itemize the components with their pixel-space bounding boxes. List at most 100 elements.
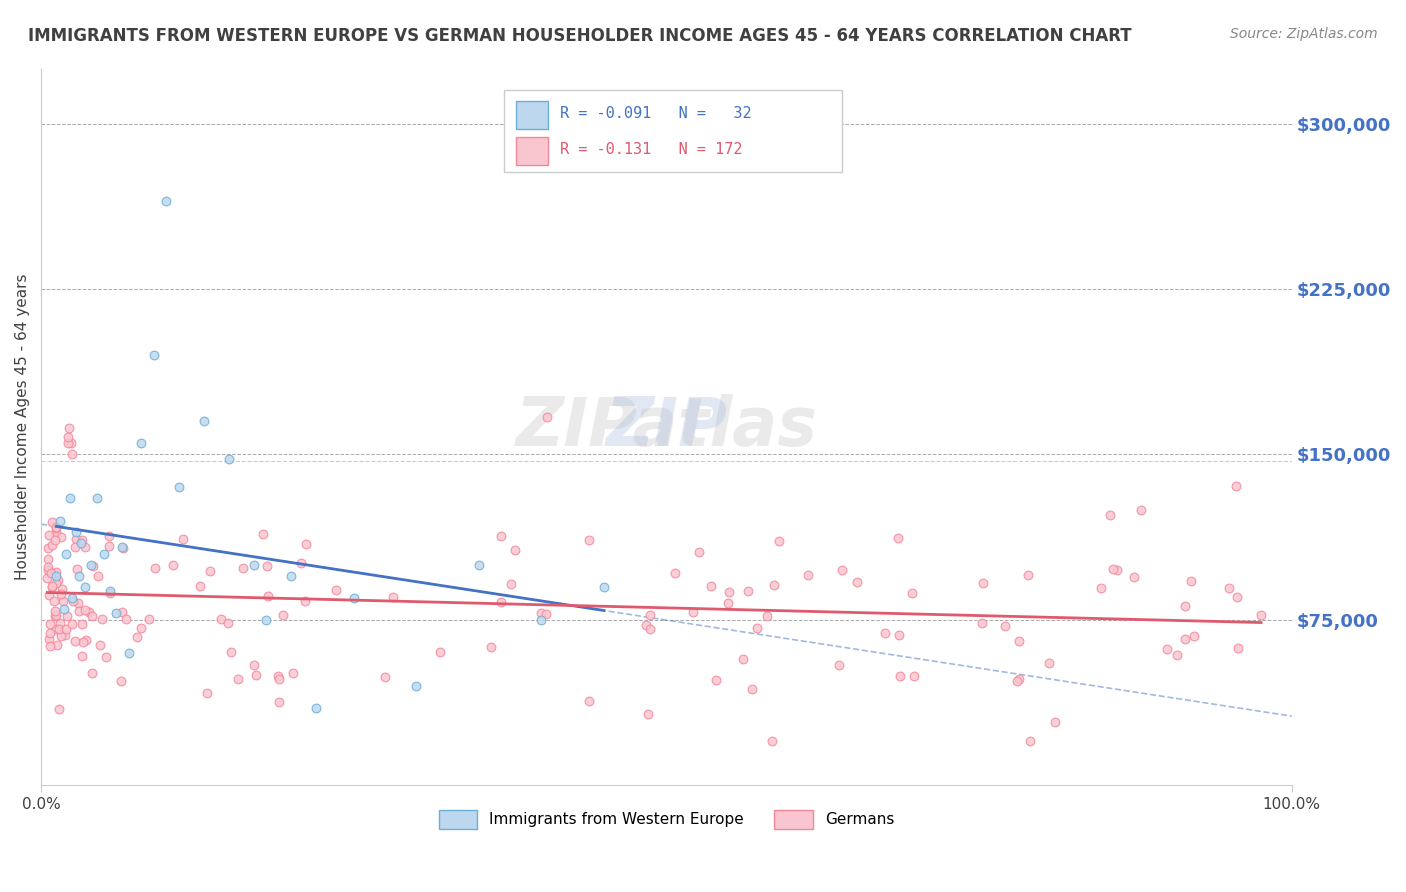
- Point: [257, 589, 280, 603]
- Point: [41, 515, 63, 529]
- Point: [762, 578, 785, 592]
- Point: [269, 672, 291, 686]
- Point: [70, 533, 93, 548]
- Point: [58, 421, 80, 435]
- Point: [111, 605, 134, 619]
- Point: [283, 666, 305, 681]
- Point: [664, 566, 686, 580]
- Point: [195, 686, 218, 700]
- Point: [73, 540, 96, 554]
- Point: [89, 638, 111, 652]
- Point: [60, 436, 83, 450]
- Point: [65, 524, 87, 539]
- Point: [1123, 570, 1146, 584]
- Point: [468, 558, 491, 572]
- Point: [638, 607, 661, 622]
- Point: [1090, 581, 1112, 595]
- Point: [60, 447, 83, 461]
- Point: [499, 577, 522, 591]
- Point: [530, 606, 553, 620]
- Point: [267, 668, 290, 682]
- Point: [1174, 599, 1197, 614]
- Point: [325, 583, 347, 598]
- Point: [294, 594, 316, 608]
- Point: [37, 571, 59, 585]
- Point: [682, 606, 704, 620]
- Point: [381, 590, 404, 604]
- Point: [1045, 715, 1067, 730]
- Point: [51, 582, 73, 596]
- Point: [111, 541, 134, 556]
- Point: [45, 565, 67, 579]
- Point: [232, 560, 254, 574]
- Point: [55, 547, 77, 561]
- Point: [637, 707, 659, 722]
- Point: [254, 613, 277, 627]
- Point: [48, 702, 70, 716]
- Point: [110, 674, 132, 689]
- Point: [73, 580, 96, 594]
- Point: [1174, 632, 1197, 647]
- Y-axis label: Householder Income Ages 45 - 64 years: Householder Income Ages 45 - 64 years: [15, 274, 30, 580]
- Point: [70, 617, 93, 632]
- Point: [129, 436, 152, 450]
- Point: [65, 532, 87, 546]
- Point: [49, 514, 72, 528]
- Point: [578, 694, 600, 708]
- Point: [114, 612, 136, 626]
- Point: [82, 559, 104, 574]
- Point: [1218, 581, 1240, 595]
- Point: [37, 560, 59, 574]
- Point: [41, 579, 63, 593]
- Bar: [516, 101, 547, 129]
- Point: [37, 563, 59, 577]
- Text: IMMIGRANTS FROM WESTERN EUROPE VS GERMAN HOUSEHOLDER INCOME AGES 45 - 64 YEARS C: IMMIGRANTS FROM WESTERN EUROPE VS GERMAN…: [28, 27, 1132, 45]
- Point: [138, 613, 160, 627]
- Point: [38, 588, 60, 602]
- Point: [741, 681, 763, 696]
- Point: [162, 558, 184, 573]
- Point: [49, 615, 72, 630]
- Point: [67, 568, 90, 582]
- Point: [271, 608, 294, 623]
- Point: [52, 601, 75, 615]
- Point: [481, 640, 503, 655]
- Point: [536, 409, 558, 424]
- Point: [846, 574, 869, 589]
- Point: [49, 530, 72, 544]
- Point: [374, 670, 396, 684]
- Point: [704, 673, 727, 687]
- Point: [66, 561, 89, 575]
- Point: [1102, 562, 1125, 576]
- Point: [63, 540, 86, 554]
- Point: [887, 531, 910, 545]
- Point: [256, 558, 278, 573]
- Point: [55, 622, 77, 636]
- Point: [59, 491, 82, 506]
- Point: [209, 612, 232, 626]
- Point: [638, 623, 661, 637]
- Point: [761, 733, 783, 747]
- Point: [536, 607, 558, 622]
- Point: [41, 538, 63, 552]
- Point: [1250, 607, 1272, 622]
- Point: [700, 579, 723, 593]
- Point: [70, 648, 93, 663]
- Point: [60, 617, 83, 632]
- Point: [1226, 590, 1249, 604]
- Point: [900, 585, 922, 599]
- Point: [717, 596, 740, 610]
- Point: [219, 645, 242, 659]
- Point: [218, 451, 240, 466]
- Point: [200, 564, 222, 578]
- Point: [188, 579, 211, 593]
- Point: [689, 545, 711, 559]
- Point: [94, 650, 117, 665]
- Point: [46, 638, 69, 652]
- Point: [245, 668, 267, 682]
- Point: [972, 576, 994, 591]
- Point: [45, 521, 67, 535]
- Point: [1184, 629, 1206, 643]
- Point: [80, 608, 103, 623]
- Point: [717, 585, 740, 599]
